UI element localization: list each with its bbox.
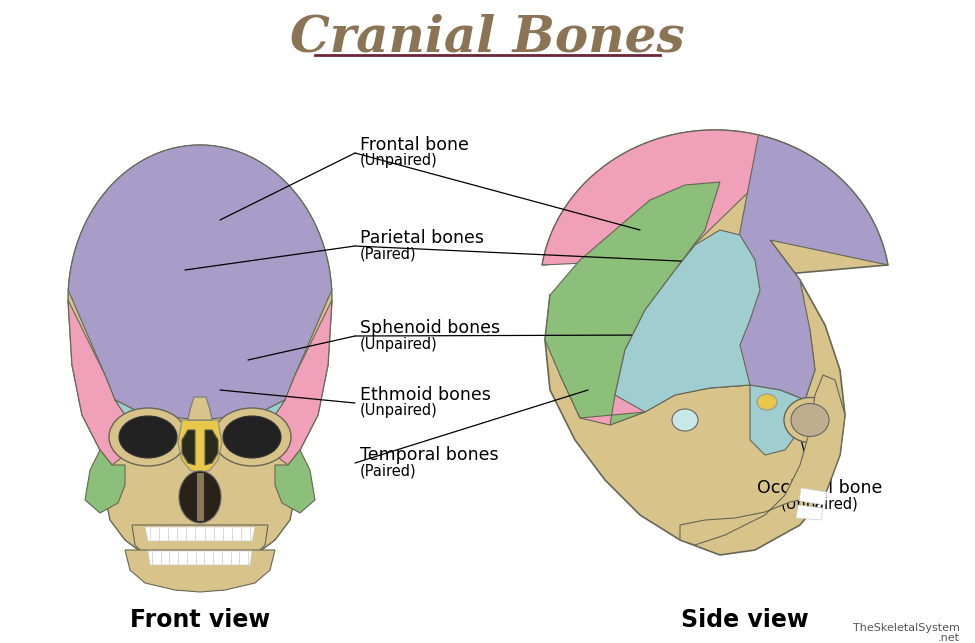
Text: Front view: Front view bbox=[130, 608, 270, 632]
Polygon shape bbox=[125, 550, 275, 592]
Polygon shape bbox=[710, 135, 888, 400]
Text: Cranial Bones: Cranial Bones bbox=[290, 14, 684, 62]
Polygon shape bbox=[205, 430, 218, 465]
Text: Temporal bones: Temporal bones bbox=[360, 446, 498, 464]
Polygon shape bbox=[615, 230, 760, 412]
Text: .net: .net bbox=[938, 633, 960, 643]
Polygon shape bbox=[115, 400, 152, 463]
Polygon shape bbox=[542, 130, 815, 425]
Polygon shape bbox=[750, 385, 805, 455]
Polygon shape bbox=[85, 450, 125, 513]
Ellipse shape bbox=[109, 408, 187, 466]
Polygon shape bbox=[545, 182, 720, 425]
Polygon shape bbox=[796, 505, 823, 520]
Polygon shape bbox=[275, 450, 315, 513]
Text: (Unpaired): (Unpaired) bbox=[360, 404, 438, 419]
Ellipse shape bbox=[791, 404, 829, 437]
Polygon shape bbox=[197, 473, 203, 520]
Text: Frontal bone: Frontal bone bbox=[360, 136, 469, 154]
Polygon shape bbox=[68, 145, 332, 567]
Polygon shape bbox=[188, 397, 212, 420]
Polygon shape bbox=[68, 300, 130, 465]
Text: (Paired): (Paired) bbox=[360, 246, 416, 262]
Polygon shape bbox=[680, 375, 845, 545]
Polygon shape bbox=[182, 430, 195, 465]
Text: TheSkeletalSystem: TheSkeletalSystem bbox=[853, 623, 960, 633]
Polygon shape bbox=[542, 130, 888, 555]
Polygon shape bbox=[148, 551, 252, 565]
Text: (Unpaired): (Unpaired) bbox=[781, 496, 859, 511]
Ellipse shape bbox=[784, 397, 836, 442]
Text: (Unpaired): (Unpaired) bbox=[360, 336, 438, 352]
Text: Ethmoid bones: Ethmoid bones bbox=[360, 386, 490, 404]
Text: Side view: Side view bbox=[682, 608, 809, 632]
Polygon shape bbox=[248, 400, 285, 463]
Polygon shape bbox=[132, 525, 268, 567]
Text: (Paired): (Paired) bbox=[360, 464, 416, 478]
Ellipse shape bbox=[119, 416, 177, 458]
Text: Sphenoid bones: Sphenoid bones bbox=[360, 319, 500, 337]
Ellipse shape bbox=[179, 471, 221, 523]
Ellipse shape bbox=[672, 409, 698, 431]
Text: (Unpaired): (Unpaired) bbox=[360, 154, 438, 168]
Polygon shape bbox=[270, 300, 332, 465]
Polygon shape bbox=[68, 145, 332, 420]
Text: Occipital bone: Occipital bone bbox=[758, 479, 882, 497]
Polygon shape bbox=[799, 488, 827, 505]
Ellipse shape bbox=[213, 408, 291, 466]
Text: Parietal bones: Parietal bones bbox=[360, 229, 484, 247]
Ellipse shape bbox=[757, 394, 777, 410]
Ellipse shape bbox=[223, 416, 281, 458]
Polygon shape bbox=[178, 420, 222, 473]
Polygon shape bbox=[145, 527, 255, 541]
